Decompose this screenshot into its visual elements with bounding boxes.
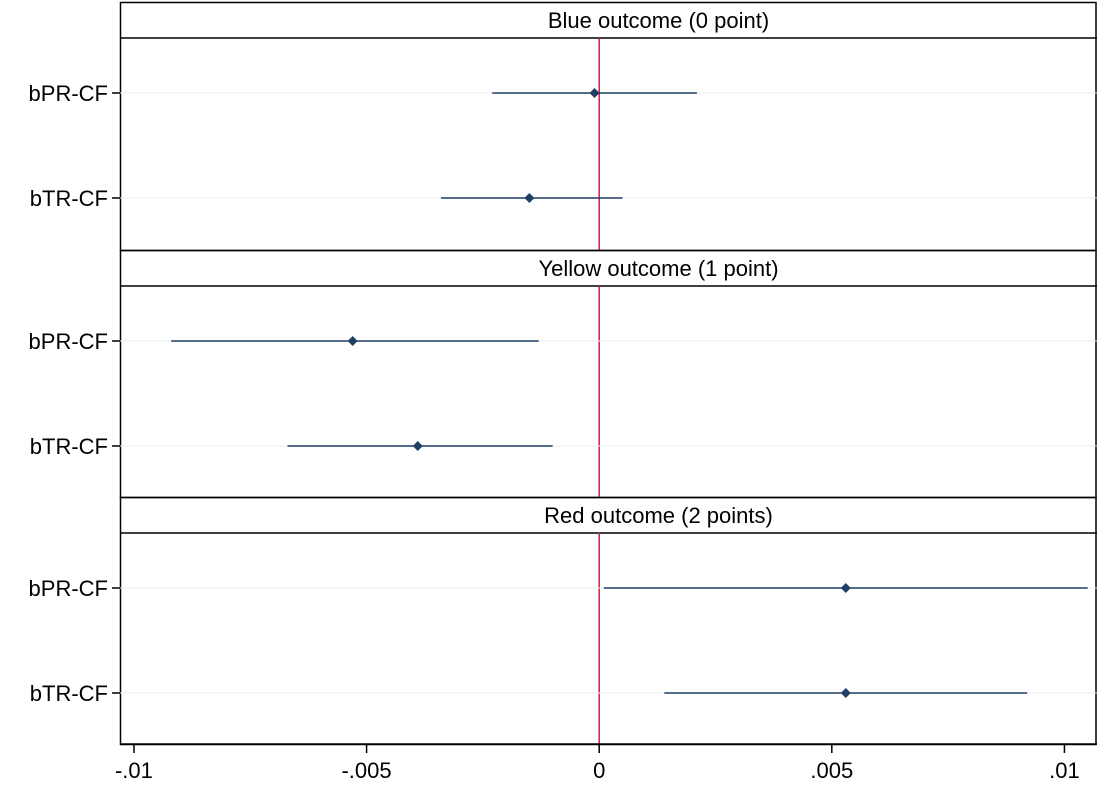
y-tick-label: bTR-CF [30, 434, 108, 459]
point-estimate [412, 441, 423, 451]
y-tick-label: bPR-CF [29, 576, 108, 601]
point-estimate [589, 88, 600, 98]
panel-frame [119, 496, 1097, 746]
panel-title: Blue outcome (0 point) [548, 8, 769, 33]
y-tick-label: bPR-CF [29, 81, 108, 106]
panel-frame [119, 249, 1097, 499]
x-tick-label: 0 [593, 758, 605, 783]
x-tick-label: -.01 [115, 758, 153, 783]
point-estimate [840, 583, 851, 593]
x-tick-label: .01 [1049, 758, 1080, 783]
panel-title: Red outcome (2 points) [544, 503, 773, 528]
x-tick-label: .005 [810, 758, 853, 783]
y-tick-label: bTR-CF [30, 186, 108, 211]
y-tick-label: bPR-CF [29, 329, 108, 354]
point-estimate [524, 193, 535, 203]
panel-title: Yellow outcome (1 point) [538, 256, 778, 281]
y-tick-label: bTR-CF [30, 681, 108, 706]
point-estimate [840, 688, 851, 698]
point-estimate [347, 336, 358, 346]
panel-frame [119, 1, 1097, 252]
x-tick-label: -.005 [341, 758, 391, 783]
